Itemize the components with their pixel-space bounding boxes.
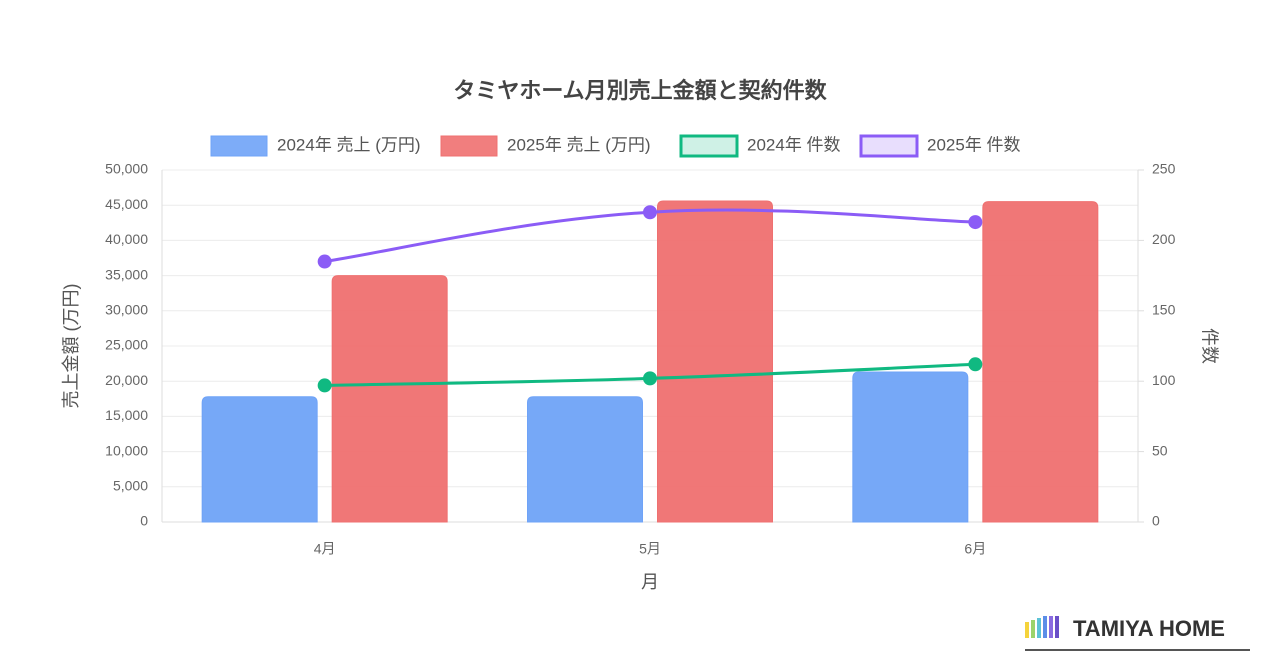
legend-swatch	[440, 135, 498, 157]
chart-title: タミヤホーム月別売上金額と契約件数	[453, 78, 827, 103]
legend-label: 2025年 売上 (万円)	[507, 135, 651, 154]
x-tick-label: 5月	[639, 541, 661, 557]
bar	[852, 371, 969, 523]
y-tick-label: 20,000	[105, 372, 148, 388]
legend-swatch	[679, 134, 739, 158]
y-tick-label: 10,000	[105, 442, 148, 458]
x-tick-label: 6月	[964, 541, 986, 557]
bar	[527, 396, 643, 523]
point	[643, 205, 657, 220]
y-axis-title: 売上金額 (万円)	[61, 284, 81, 409]
y2-axis-title: 件数	[1199, 328, 1219, 364]
y-tick-label: 25,000	[105, 337, 148, 353]
y2-tick-label: 0	[1152, 513, 1160, 529]
y-tick-label: 15,000	[105, 407, 148, 423]
point	[643, 371, 657, 386]
y-tick-label: 45,000	[105, 196, 148, 212]
x-tick-label: 4月	[314, 541, 336, 557]
bar	[201, 396, 318, 523]
point	[317, 378, 332, 393]
y-tick-label: 5,000	[113, 478, 148, 494]
y-tick-label: 40,000	[105, 231, 148, 247]
logo-bar	[1043, 616, 1047, 638]
y2-tick-label: 250	[1152, 161, 1176, 177]
logo-bar	[1031, 620, 1035, 638]
logo-text: TAMIYA HOME	[1073, 616, 1225, 641]
y-tick-label: 35,000	[105, 266, 148, 282]
legend-label: 2024年 件数	[747, 135, 841, 154]
point	[317, 254, 332, 269]
logo-bar	[1055, 616, 1059, 638]
bar	[657, 200, 773, 523]
logo-bar	[1025, 622, 1029, 638]
y2-tick-label: 100	[1152, 372, 1176, 388]
legend-swatch	[210, 135, 268, 157]
bar	[331, 275, 448, 523]
y-tick-label: 50,000	[105, 161, 148, 177]
point	[968, 215, 983, 230]
logo-bar	[1037, 618, 1041, 638]
logo-bar	[1049, 616, 1053, 638]
legend-label: 2024年 売上 (万円)	[277, 135, 421, 154]
legend-label: 2025年 件数	[927, 135, 1021, 154]
x-axis-title: 月	[641, 572, 659, 592]
bar	[982, 201, 1099, 523]
y2-tick-label: 50	[1152, 442, 1168, 458]
point	[968, 357, 983, 372]
y2-tick-label: 150	[1152, 302, 1176, 318]
y-tick-label: 30,000	[105, 302, 148, 318]
logo: TAMIYA HOME	[1025, 616, 1250, 651]
y-tick-label: 0	[140, 513, 148, 529]
y2-tick-label: 200	[1152, 231, 1176, 247]
legend-swatch	[859, 134, 919, 158]
